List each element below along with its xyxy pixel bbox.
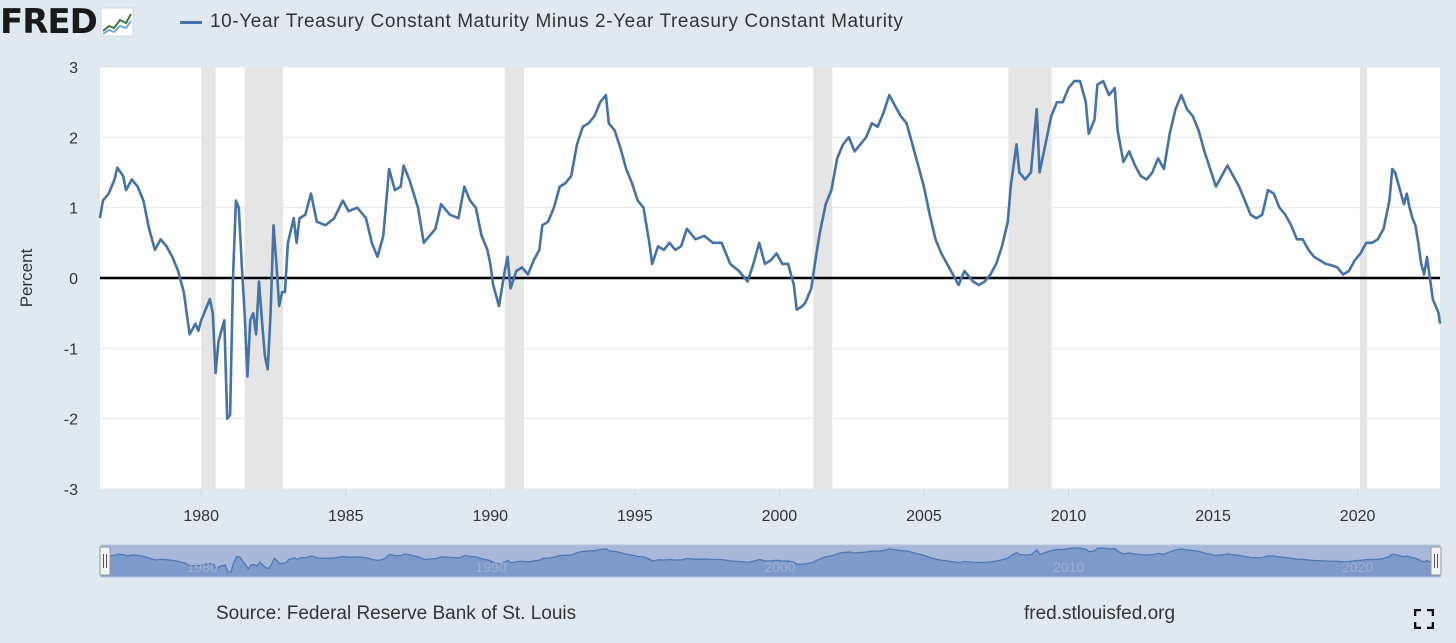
fred-logo[interactable]: FRED <box>0 2 134 42</box>
fullscreen-icon[interactable] <box>1414 609 1434 629</box>
y-tick-label: -2 <box>64 412 78 429</box>
x-tick-label: 1990 <box>472 508 508 525</box>
navigator-area <box>101 548 1440 577</box>
x-tick-label: 2015 <box>1195 508 1231 525</box>
y-tick-label: 0 <box>69 271 78 288</box>
y-tick-label: -3 <box>64 482 78 499</box>
navigator-mask <box>100 544 1441 578</box>
series-line <box>98 79 1442 421</box>
y-tick-label: 1 <box>69 201 78 218</box>
x-tick-label: 2005 <box>906 508 942 525</box>
navigator-handle-body <box>99 546 111 576</box>
y-tick-label: 3 <box>69 60 78 77</box>
x-tick-label: 2000 <box>762 508 798 525</box>
navigator-handle-right[interactable] <box>1430 546 1442 576</box>
legend-label: 10-Year Treasury Constant Maturity Minus… <box>210 11 904 32</box>
x-tick-label: 1985 <box>328 508 364 525</box>
navigator-line <box>100 547 1441 577</box>
navigator-handle-body <box>1430 546 1442 576</box>
source-text: Source: Federal Reserve Bank of St. Loui… <box>216 603 577 624</box>
navigator-tick-label: 2000 <box>764 559 795 575</box>
source-url[interactable]: fred.stlouisfed.org <box>1024 603 1176 624</box>
chart-legend[interactable]: 10-Year Treasury Constant Maturity Minus… <box>180 10 904 34</box>
x-tick-label: 1980 <box>183 508 219 525</box>
fred-logo-text: FRED <box>0 2 98 42</box>
y-tick-label: 2 <box>69 130 78 147</box>
navigator-tick-label: 2010 <box>1053 559 1084 575</box>
y-tick-label: -1 <box>64 341 78 358</box>
legend-swatch <box>180 20 202 24</box>
navigator-tick-label: 2020 <box>1342 559 1373 575</box>
x-tick-label: 2020 <box>1340 508 1376 525</box>
x-tick-label: 1995 <box>617 508 653 525</box>
navigator-tick-label: 1980 <box>187 559 218 575</box>
y-axis-title: Percent <box>17 248 36 307</box>
navigator-handle-left[interactable] <box>99 546 111 576</box>
navigator-tick-label: 1990 <box>475 559 506 575</box>
x-tick-label: 2010 <box>1051 508 1087 525</box>
chart-line-icon <box>100 7 134 37</box>
